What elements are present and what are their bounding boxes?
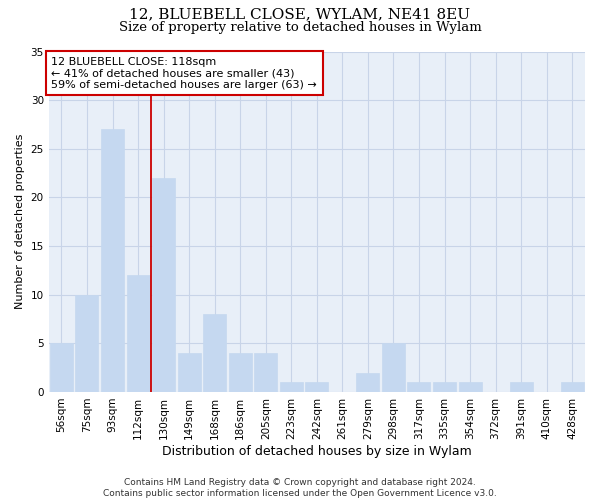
- Bar: [433, 382, 456, 392]
- Bar: [561, 382, 584, 392]
- Y-axis label: Number of detached properties: Number of detached properties: [15, 134, 25, 310]
- Bar: [509, 382, 533, 392]
- Bar: [152, 178, 175, 392]
- Bar: [458, 382, 482, 392]
- Bar: [127, 275, 149, 392]
- Bar: [76, 294, 98, 392]
- Bar: [254, 353, 277, 392]
- Bar: [407, 382, 430, 392]
- Bar: [305, 382, 328, 392]
- Bar: [101, 130, 124, 392]
- Bar: [229, 353, 252, 392]
- Text: Size of property relative to detached houses in Wylam: Size of property relative to detached ho…: [119, 21, 481, 34]
- Text: 12, BLUEBELL CLOSE, WYLAM, NE41 8EU: 12, BLUEBELL CLOSE, WYLAM, NE41 8EU: [130, 8, 470, 22]
- Bar: [356, 372, 379, 392]
- X-axis label: Distribution of detached houses by size in Wylam: Distribution of detached houses by size …: [162, 444, 472, 458]
- Bar: [178, 353, 200, 392]
- Bar: [382, 344, 405, 392]
- Bar: [50, 344, 73, 392]
- Bar: [203, 314, 226, 392]
- Text: 12 BLUEBELL CLOSE: 118sqm
← 41% of detached houses are smaller (43)
59% of semi-: 12 BLUEBELL CLOSE: 118sqm ← 41% of detac…: [52, 56, 317, 90]
- Bar: [280, 382, 303, 392]
- Text: Contains HM Land Registry data © Crown copyright and database right 2024.
Contai: Contains HM Land Registry data © Crown c…: [103, 478, 497, 498]
